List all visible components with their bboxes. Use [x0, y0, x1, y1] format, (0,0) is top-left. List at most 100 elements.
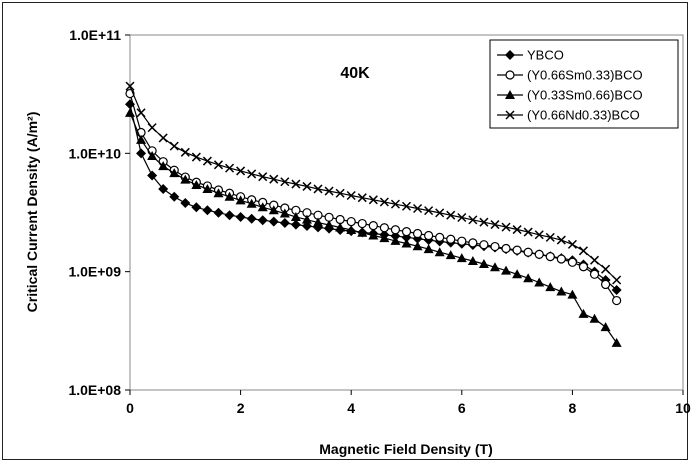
- data-point-s3: [479, 217, 489, 227]
- data-point-s2: [589, 313, 600, 323]
- data-point-s3: [468, 215, 478, 225]
- data-point-s3: [357, 193, 367, 203]
- data-point-s0: [279, 217, 290, 228]
- data-point-s1: [435, 232, 445, 242]
- data-point-s2: [324, 219, 335, 229]
- data-point-s3: [601, 264, 611, 274]
- data-point-s3: [291, 179, 301, 189]
- data-point-s3: [258, 172, 268, 182]
- data-point-s2: [257, 202, 268, 212]
- data-point-s2: [169, 168, 180, 178]
- data-point-s2: [368, 230, 379, 240]
- series-0: [125, 99, 622, 295]
- data-point-s1: [390, 225, 401, 235]
- data-point-s1: [534, 249, 544, 259]
- plot-area: [129, 34, 684, 391]
- data-point-s0: [246, 213, 257, 224]
- data-point-s1: [401, 227, 412, 237]
- series-2: [125, 107, 622, 347]
- data-point-s3: [225, 163, 235, 173]
- data-point-s3: [523, 227, 533, 237]
- data-point-s1: [468, 238, 478, 248]
- data-point-s2: [335, 222, 346, 232]
- annotation-temperature: 40K: [340, 65, 370, 82]
- data-point-s0: [147, 170, 158, 181]
- data-point-s3: [346, 190, 356, 201]
- data-point-s2: [191, 180, 202, 190]
- data-point-s3: [158, 133, 168, 143]
- data-point-s2: [235, 195, 246, 205]
- data-point-s1: [424, 230, 434, 241]
- data-point-s3: [335, 188, 345, 198]
- y-tick-label: 1.0E+09: [68, 264, 121, 280]
- data-point-s1: [490, 241, 500, 252]
- data-point-s3: [401, 201, 412, 211]
- data-point-s2: [434, 247, 445, 257]
- x-tick-label: 8: [569, 400, 577, 416]
- data-point-s2: [379, 233, 390, 243]
- data-point-s2: [556, 286, 567, 296]
- data-point-s2: [512, 269, 523, 279]
- data-point-s2: [489, 262, 500, 272]
- data-point-s0: [191, 202, 202, 213]
- series-3: [125, 81, 622, 285]
- data-point-s3: [280, 177, 290, 187]
- data-point-s1: [567, 257, 578, 267]
- data-point-s0: [202, 205, 213, 216]
- x-tick-label: 2: [237, 400, 245, 416]
- y-tick-label: 1.0E+10: [68, 145, 121, 161]
- data-point-s2: [412, 241, 423, 251]
- data-point-s3: [413, 203, 423, 214]
- data-point-s3: [490, 220, 500, 230]
- data-point-s2: [213, 188, 224, 198]
- data-point-s2: [478, 259, 489, 269]
- legend-label: YBCO: [527, 48, 564, 63]
- data-point-s0: [136, 148, 147, 159]
- data-point-s1: [335, 214, 345, 225]
- data-point-s2: [523, 273, 534, 283]
- data-point-s3: [269, 174, 279, 184]
- legend-label: (Y0.66Sm0.33)BCO: [527, 68, 643, 83]
- legend-marker: [505, 70, 515, 80]
- data-point-s2: [346, 224, 357, 234]
- data-point-s0: [158, 183, 169, 194]
- data-point-s2: [290, 211, 301, 221]
- data-point-s3: [556, 235, 566, 245]
- y-axis: 1.0E+08 1.0E+09 1.0E+10 1.0E+11: [68, 27, 130, 398]
- data-point-s1: [379, 223, 389, 233]
- data-point-s3: [501, 222, 511, 232]
- data-point-s2: [246, 198, 257, 208]
- data-point-s2: [456, 253, 467, 263]
- data-point-s1: [479, 240, 489, 250]
- y-tick-label: 1.0E+11: [69, 27, 121, 43]
- data-point-s3: [390, 199, 400, 209]
- data-point-s1: [600, 279, 611, 290]
- data-point-s2: [268, 205, 279, 215]
- data-point-s2: [390, 235, 401, 245]
- data-point-s3: [147, 123, 157, 133]
- legend-marker: [505, 110, 515, 120]
- data-point-s0: [235, 211, 246, 222]
- data-point-s0: [257, 215, 268, 226]
- data-point-s2: [224, 191, 235, 201]
- data-point-s3: [236, 166, 246, 176]
- series-layer: [125, 81, 622, 347]
- series-line-0: [129, 104, 618, 291]
- data-point-s3: [612, 275, 622, 285]
- data-point-s3: [457, 212, 467, 223]
- data-point-s0: [611, 284, 622, 295]
- data-point-s3: [302, 181, 312, 191]
- data-point-s2: [567, 289, 578, 299]
- legend-entry-3: (Y0.66Nd0.33)BCO: [497, 108, 640, 123]
- data-point-s1: [346, 216, 356, 227]
- data-point-s2: [545, 282, 556, 292]
- data-point-s3: [247, 169, 257, 179]
- legend-entry-2: (Y0.33Sm0.66)BCO: [497, 88, 643, 103]
- data-point-s1: [457, 236, 467, 246]
- data-point-s3: [136, 108, 146, 118]
- data-point-s3: [191, 152, 201, 162]
- legend-marker: [505, 50, 515, 60]
- data-point-s1: [501, 243, 511, 254]
- data-point-s0: [268, 216, 279, 227]
